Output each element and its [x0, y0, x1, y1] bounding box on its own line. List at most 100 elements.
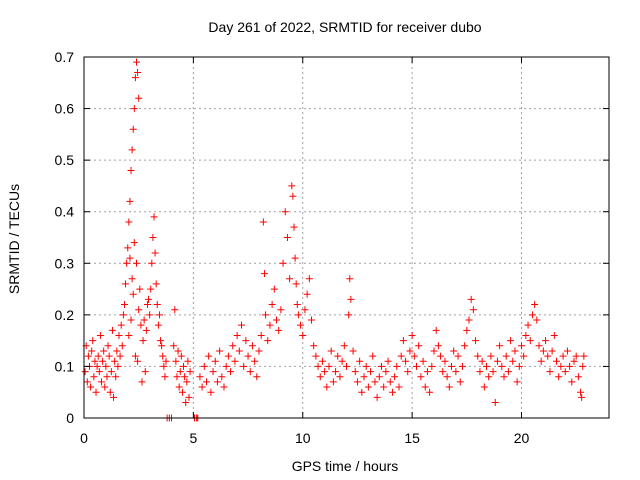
data-point [346, 275, 354, 283]
x-tick-label: 20 [514, 430, 530, 446]
data-point [99, 357, 107, 365]
data-point [124, 244, 132, 252]
data-point [325, 362, 333, 370]
data-point [151, 249, 159, 257]
data-point [563, 347, 571, 355]
data-point [334, 352, 342, 360]
data-point [149, 234, 157, 241]
data-point [110, 393, 118, 401]
data-point [123, 259, 131, 267]
data-point [198, 383, 206, 391]
data-point [119, 311, 127, 319]
data-point [242, 337, 250, 345]
data-point [426, 388, 434, 396]
data-point [312, 352, 320, 360]
data-point [148, 259, 156, 267]
data-point [533, 316, 541, 324]
data-point [137, 321, 145, 329]
data-point [509, 357, 517, 365]
data-point [448, 362, 455, 370]
data-point [196, 373, 204, 381]
data-point [129, 125, 137, 133]
data-point [146, 311, 154, 319]
data-point [413, 362, 420, 370]
data-point [474, 352, 482, 360]
data-point [544, 352, 552, 360]
data-point [184, 357, 192, 365]
y-tick-label: 0.4 [55, 204, 75, 220]
data-point [172, 357, 180, 365]
data-point [203, 378, 210, 386]
data-point [371, 378, 379, 386]
data-point [502, 352, 510, 360]
data-point [406, 347, 414, 355]
data-point [535, 342, 543, 350]
data-point [92, 388, 100, 396]
grid [84, 57, 609, 418]
data-point [561, 368, 569, 376]
data-point [84, 352, 92, 360]
data-point [566, 362, 574, 370]
data-point [292, 280, 300, 288]
data-point [126, 197, 134, 205]
data-point [421, 383, 429, 391]
data-point [382, 368, 390, 376]
data-point [557, 362, 565, 370]
data-point [500, 373, 508, 381]
data-point [452, 368, 460, 376]
data-point [227, 368, 235, 376]
data-point [259, 218, 267, 226]
data-point [463, 326, 471, 334]
data-point [128, 275, 136, 283]
data-point [539, 347, 547, 355]
data-point [104, 342, 112, 350]
data-point [211, 357, 219, 365]
y-tick-label: 0.5 [55, 152, 75, 168]
data-point [150, 213, 158, 221]
data-point [135, 306, 143, 314]
data-point [318, 357, 326, 365]
data-point [345, 311, 353, 319]
data-point [402, 357, 410, 365]
data-point [327, 347, 335, 355]
data-point [489, 368, 497, 376]
data-point [238, 321, 245, 329]
data-point [207, 388, 215, 396]
data-point [185, 393, 193, 401]
data-point [127, 316, 135, 324]
data-point [176, 368, 184, 376]
data-point [548, 347, 556, 355]
data-point [135, 94, 143, 102]
data-point [580, 352, 588, 360]
data-point [364, 383, 372, 391]
x-tick-label: 5 [189, 430, 197, 446]
data-point [515, 362, 523, 370]
data-point [140, 316, 148, 324]
data-point [391, 373, 399, 381]
y-tick-label: 0.2 [55, 307, 75, 323]
data-point [417, 373, 425, 381]
data-point [233, 331, 241, 339]
x-tick-label: 0 [80, 430, 88, 446]
data-point [393, 362, 401, 370]
data-point [235, 347, 243, 355]
data-point [200, 362, 208, 370]
data-point [125, 331, 133, 339]
data-point [224, 352, 232, 360]
data-point [504, 368, 512, 376]
data-point [264, 337, 272, 345]
data-point [531, 301, 539, 309]
data-point [542, 337, 550, 345]
data-point [87, 383, 95, 391]
data-point [308, 316, 315, 324]
data-point [303, 290, 311, 298]
data-point [353, 378, 361, 386]
data-point [507, 337, 515, 345]
data-point [114, 362, 122, 370]
data-point [257, 331, 265, 339]
data-point [205, 352, 213, 360]
x-tick-label: 15 [404, 430, 420, 446]
data-point [131, 352, 139, 360]
